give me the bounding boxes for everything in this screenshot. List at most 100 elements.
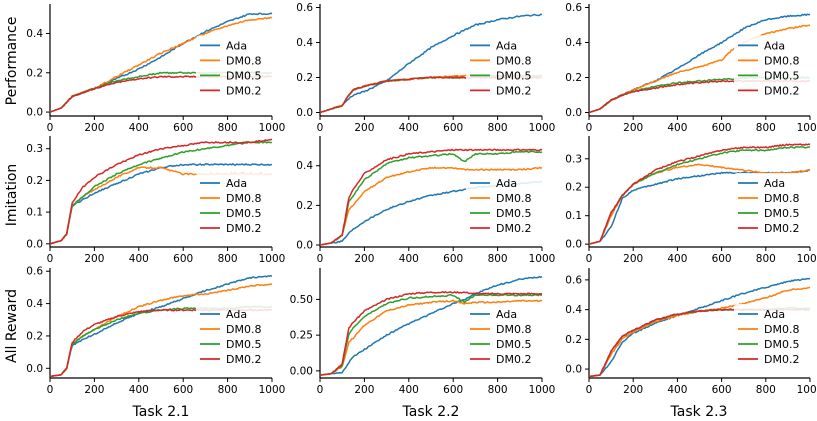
legend-label: Ada	[764, 177, 785, 190]
series-line	[319, 166, 543, 246]
x-tick-label: 800	[756, 122, 776, 134]
legend-label: DM0.8	[764, 323, 799, 336]
series-line	[588, 143, 811, 245]
y-tick-label: 0.2	[26, 175, 43, 187]
y-tick-label: 0.1	[26, 207, 43, 219]
chart-panel: 0 200 400 600 800 1000 0.00 0.25 0.50 Ada DM0.8 DM0…	[290, 268, 556, 396]
x-tick-label: 200	[84, 122, 104, 134]
x-tick-label: 1000	[259, 253, 286, 265]
row-label-all-reward: All Reward	[4, 289, 20, 363]
y-tick-label: 0.2	[296, 72, 313, 84]
x-tick-label: 400	[399, 122, 419, 134]
y-tick-label: 0.2	[296, 200, 313, 212]
y-tick-label: 0.2	[565, 182, 582, 194]
chart-panel: 0 200 400 600 800 1000 0.0 0.1 0.2 0.3 Ada DM0.8 DM0…	[26, 136, 285, 265]
legend-label: Ada	[496, 177, 517, 190]
legend-label: DM0.8	[496, 323, 531, 336]
legend-label: DM0.2	[764, 353, 799, 366]
x-tick-label: 400	[129, 384, 149, 396]
x-tick-label: 1000	[529, 122, 556, 134]
chart-panel: 0 200 400 600 800 1000 0.0 0.2 0.4 Ada DM0.8 DM0.5 D…	[296, 136, 555, 265]
x-tick-label: 600	[173, 122, 193, 134]
chart-panel: 0 200 400 600 800 1000 0.0 0.2 0.4 0.6 Ada DM0.8 DM0…	[296, 2, 555, 134]
x-tick-label: 600	[712, 253, 732, 265]
series-line	[319, 290, 543, 376]
legend-box	[466, 304, 544, 370]
legend-label: DM0.5	[226, 69, 261, 82]
x-tick-label: 200	[354, 253, 374, 265]
legend-box	[466, 35, 544, 102]
y-tick-label: 0.2	[26, 67, 43, 79]
x-tick-label: 600	[443, 384, 463, 396]
legend-box	[734, 173, 812, 239]
y-tick-label: 0.00	[290, 365, 313, 377]
x-tick-label: 600	[712, 122, 732, 134]
x-tick-label: 1000	[797, 253, 817, 265]
x-tick-label: 400	[399, 253, 419, 265]
y-tick-label: 0.25	[290, 330, 313, 342]
series-line	[319, 150, 543, 246]
x-tick-label: 800	[218, 122, 238, 134]
x-tick-label: 200	[623, 384, 643, 396]
legend-label: DM0.2	[764, 84, 799, 97]
y-tick-label: 0.0	[565, 107, 582, 119]
chart-panel: 0 200 400 600 800 1000 0.0 0.1 0.2 0.3 Ada DM0.8 DM0…	[565, 136, 817, 265]
x-tick-label: 1000	[259, 384, 286, 396]
y-tick-label: 0.3	[565, 153, 582, 165]
column-label-task-2-3: Task 2.3	[670, 404, 728, 420]
x-tick-label: 400	[667, 122, 687, 134]
x-tick-label: 800	[756, 253, 776, 265]
legend-label: DM0.8	[226, 192, 261, 205]
y-tick-label: 0.0	[26, 238, 43, 250]
legend: Ada DM0.8 DM0.5 DM0.2	[196, 304, 274, 370]
x-tick-label: 0	[586, 253, 593, 265]
y-tick-label: 0.0	[26, 363, 43, 375]
x-tick-label: 200	[84, 253, 104, 265]
x-tick-label: 400	[129, 122, 149, 134]
legend-box	[734, 35, 812, 102]
y-tick-label: 0.4	[565, 37, 582, 49]
legend: Ada DM0.8 DM0.5 DM0.2	[196, 35, 274, 102]
column-label-task-2-2: Task 2.2	[402, 404, 460, 420]
x-tick-label: 400	[399, 384, 419, 396]
x-tick-label: 0	[317, 384, 324, 396]
x-tick-label: 0	[586, 384, 593, 396]
x-tick-label: 200	[354, 384, 374, 396]
column-label-task-2-1: Task 2.1	[132, 404, 190, 420]
legend-label: DM0.5	[764, 338, 799, 351]
row-label-performance: Performance	[4, 17, 20, 106]
x-tick-label: 400	[667, 384, 687, 396]
y-tick-label: 0.6	[26, 266, 43, 278]
x-tick-label: 800	[488, 253, 508, 265]
series-line	[319, 148, 543, 246]
row-label-imitation: Imitation	[4, 164, 20, 227]
chart-panel: 0 200 400 600 800 1000 0.0 0.2 0.4 Ada DM0.8 DM0.5 D…	[26, 4, 285, 134]
x-tick-label: 800	[488, 384, 508, 396]
x-tick-label: 200	[84, 384, 104, 396]
y-tick-label: 0.4	[296, 160, 313, 172]
x-tick-label: 800	[756, 384, 776, 396]
legend-label: DM0.8	[764, 54, 799, 67]
legend-label: DM0.2	[496, 222, 531, 235]
x-tick-label: 0	[47, 253, 54, 265]
legend-label: Ada	[226, 308, 247, 321]
y-tick-label: 0.0	[296, 107, 313, 119]
y-tick-label: 0.50	[290, 294, 313, 306]
x-tick-label: 200	[354, 122, 374, 134]
y-tick-label: 0.0	[565, 364, 582, 376]
x-tick-label: 800	[488, 122, 508, 134]
legend-label: DM0.8	[226, 54, 261, 67]
x-tick-label: 0	[47, 384, 54, 396]
legend-label: DM0.2	[226, 84, 261, 97]
legend-label: DM0.5	[226, 338, 261, 351]
x-tick-label: 1000	[529, 384, 556, 396]
series-line	[49, 140, 273, 245]
x-tick-label: 0	[586, 122, 593, 134]
legend-label: Ada	[226, 39, 247, 52]
legend: Ada DM0.8 DM0.5 DM0.2	[466, 304, 544, 370]
legend-label: DM0.5	[496, 207, 531, 220]
y-tick-label: 0.4	[296, 37, 313, 49]
legend-box	[196, 304, 274, 370]
legend-label: Ada	[764, 39, 785, 52]
